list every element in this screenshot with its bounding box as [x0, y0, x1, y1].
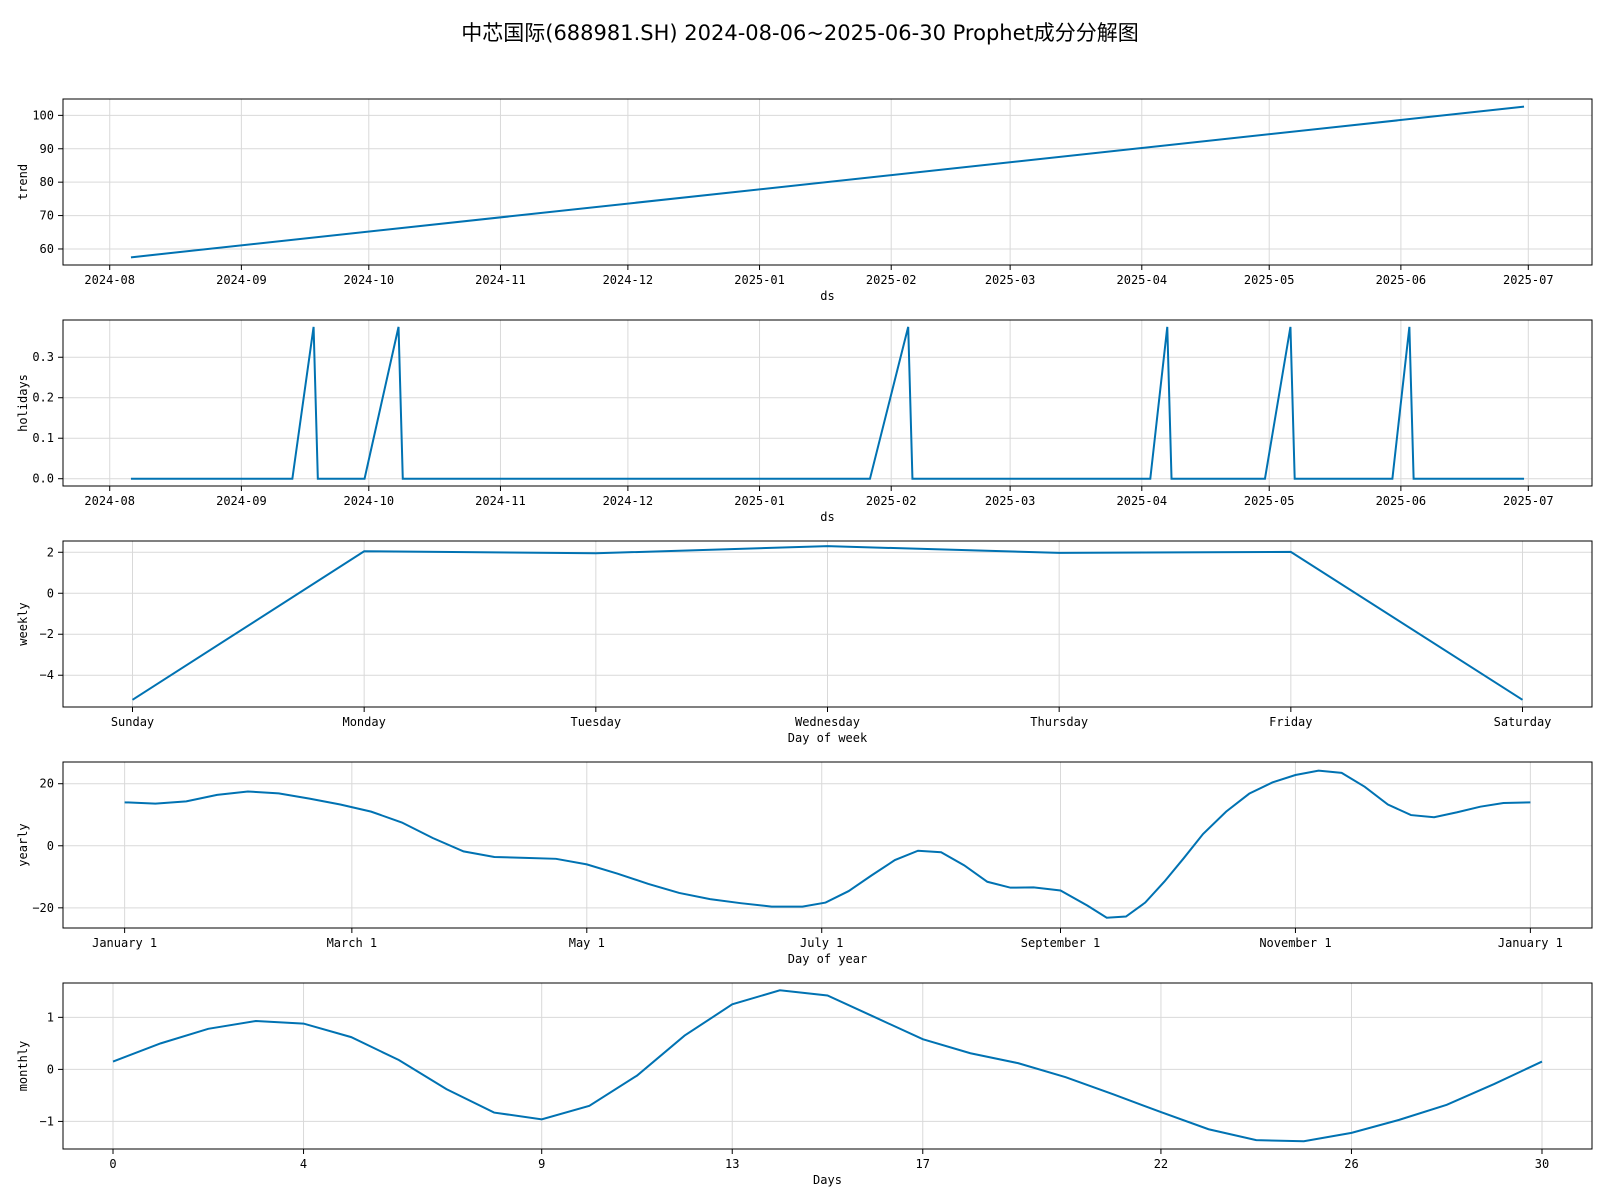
axes-frame [62, 982, 1593, 1150]
x-tick-label: 2024-11 [475, 494, 526, 508]
x-tick-label: 2025-04 [1117, 494, 1168, 508]
series-line-trend [130, 105, 1525, 259]
x-axis-label: ds [820, 289, 834, 303]
x-tick-label: 2025-05 [1244, 273, 1295, 287]
x-tick-label: Saturday [1494, 715, 1552, 729]
x-tick-label: 2025-02 [866, 494, 917, 508]
x-tick-label: 2025-05 [1244, 494, 1295, 508]
x-tick-label: 2025-07 [1503, 494, 1554, 508]
y-tick-label: 0 [47, 1062, 54, 1076]
series-line-weekly [131, 545, 1524, 701]
panel-holidays: 2024-08 2024-09 2024-10 2024-11 2024-12 2025-… [16, 319, 1593, 524]
x-tick-label: September 1 [1021, 936, 1100, 950]
x-axis-label: Day of year [788, 952, 867, 966]
y-axis-label: trend [16, 164, 30, 200]
x-tick-label: July 1 [800, 936, 843, 950]
y-tick-label: 2 [47, 545, 54, 559]
x-tick-label: 2024-11 [475, 273, 526, 287]
panel-monthly: 0 4 9 13 17 22 26 30 −1 0 1 Days monthly [16, 982, 1593, 1187]
y-tick-label: 90 [40, 142, 54, 156]
y-tick-label: 0 [47, 586, 54, 600]
x-tick-label: 26 [1344, 1157, 1358, 1171]
x-tick-label: 2025-01 [734, 273, 785, 287]
x-tick-label: 2025-01 [734, 494, 785, 508]
panel-yearly: January 1 March 1 May 1 July 1 September 1 No… [16, 761, 1593, 966]
x-tick-label: 2025-06 [1376, 273, 1427, 287]
x-tick-label: 2024-09 [216, 273, 267, 287]
x-tick-label: 2025-04 [1117, 273, 1168, 287]
y-axis-label: yearly [16, 823, 30, 866]
x-tick-label: 2024-08 [84, 494, 135, 508]
x-tick-label: Thursday [1030, 715, 1088, 729]
x-tick-label: 0 [109, 1157, 116, 1171]
x-tick-label: Monday [342, 715, 385, 729]
x-tick-label: 2025-03 [985, 494, 1036, 508]
y-tick-label: 70 [40, 209, 54, 223]
x-tick-label: 2025-03 [985, 273, 1036, 287]
x-tick-label: 22 [1154, 1157, 1168, 1171]
x-tick-label: 4 [300, 1157, 307, 1171]
x-tick-label: May 1 [569, 936, 605, 950]
y-tick-label: 0 [47, 839, 54, 853]
y-tick-label: 0.2 [32, 391, 54, 405]
x-tick-label: January 1 [92, 936, 157, 950]
x-tick-label: 2024-12 [603, 273, 654, 287]
x-tick-label: 2024-10 [344, 494, 395, 508]
y-axis-label: holidays [16, 374, 30, 432]
x-tick-label: 2025-06 [1376, 494, 1427, 508]
y-tick-label: −1 [40, 1114, 54, 1128]
y-tick-label: 20 [40, 777, 54, 791]
x-tick-label: Sunday [111, 715, 154, 729]
y-tick-label: 0.3 [32, 350, 54, 364]
x-tick-label: 9 [538, 1157, 545, 1171]
y-axis-label: monthly [16, 1041, 30, 1092]
x-tick-label: 2024-08 [84, 273, 135, 287]
x-axis-label: Day of week [788, 731, 868, 745]
series-line-monthly [112, 989, 1543, 1143]
y-tick-label: −2 [40, 627, 54, 641]
x-tick-label: 13 [725, 1157, 739, 1171]
y-tick-label: 60 [40, 242, 54, 256]
x-tick-label: Friday [1269, 715, 1312, 729]
axes-frame [62, 319, 1593, 487]
y-axis-label: weekly [16, 602, 30, 645]
y-tick-label: 1 [47, 1010, 54, 1024]
x-tick-label: 2025-02 [866, 273, 917, 287]
panel-trend: 2024-08 2024-09 2024-10 2024-11 2024-12 2025-… [16, 98, 1593, 303]
x-axis-label: Days [813, 1173, 842, 1187]
x-tick-label: 30 [1535, 1157, 1549, 1171]
x-tick-label: Wednesday [795, 715, 860, 729]
figure-title: 中芯国际(688981.SH) 2024-08-06~2025-06-30 Pr… [461, 21, 1139, 45]
x-tick-label: 17 [916, 1157, 930, 1171]
x-tick-label: 2025-07 [1503, 273, 1554, 287]
y-tick-label: −4 [40, 668, 54, 682]
x-tick-label: March 1 [327, 936, 378, 950]
y-tick-label: 100 [32, 108, 54, 122]
y-tick-label: 0.1 [32, 431, 54, 445]
axes-frame [62, 761, 1593, 929]
x-tick-label: 2024-10 [344, 273, 395, 287]
x-tick-label: Tuesday [571, 715, 622, 729]
x-tick-label: 2024-12 [603, 494, 654, 508]
x-axis-label: ds [820, 510, 834, 524]
y-tick-label: 80 [40, 175, 54, 189]
x-tick-label: 2024-09 [216, 494, 267, 508]
y-tick-label: −20 [32, 901, 54, 915]
series-line-yearly [124, 769, 1531, 919]
series-line-holidays [130, 326, 1525, 480]
panel-weekly: Sunday Monday Tuesday Wednesday Thursday Frid… [16, 540, 1593, 745]
y-tick-label: 0.0 [32, 472, 54, 486]
x-tick-label: November 1 [1259, 936, 1331, 950]
x-tick-label: January 1 [1498, 936, 1563, 950]
